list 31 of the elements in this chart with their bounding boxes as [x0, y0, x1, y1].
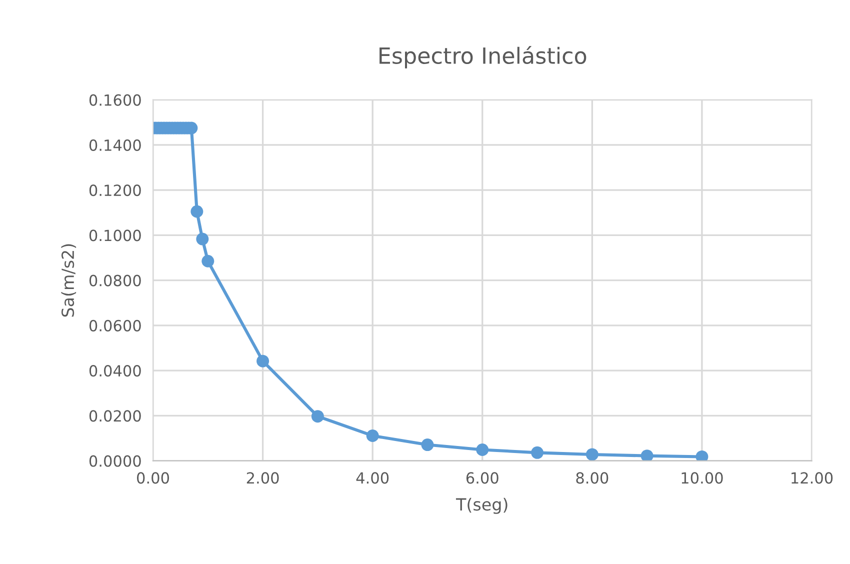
x-tick-label: 0.00 — [137, 472, 169, 484]
point — [311, 410, 324, 423]
point — [190, 205, 204, 218]
chart-title: Espectro Inelástico — [380, 46, 586, 68]
y-tick-label: 0.0200 — [89, 410, 141, 422]
point — [421, 438, 434, 452]
x-axis-title: T(seg) — [456, 498, 508, 514]
point — [366, 429, 379, 442]
x-tick-label: 4.00 — [356, 472, 389, 484]
x-tick-label: 12.00 — [792, 472, 833, 484]
y-tick-label: 0.0600 — [89, 320, 141, 332]
x-tick-label: 10.00 — [682, 472, 723, 484]
y-tick-label: 0.1400 — [89, 139, 141, 151]
point — [196, 232, 209, 246]
point — [640, 450, 654, 461]
x-tick-label: 6.00 — [466, 472, 498, 484]
y-tick-label: 0.1000 — [89, 230, 141, 242]
point — [256, 354, 270, 368]
point — [696, 450, 708, 461]
y-tick-label: 0.0800 — [89, 274, 141, 286]
x-tick-label: 8.00 — [576, 472, 608, 484]
y-axis-title: Sa(m/s2) — [61, 244, 76, 317]
y-tick-label: 0.1200 — [89, 184, 141, 196]
y-tick-label: 0.0400 — [89, 365, 141, 377]
y-tick-label: 0.0000 — [89, 455, 141, 467]
point — [476, 443, 489, 456]
point — [531, 446, 544, 459]
point — [202, 254, 214, 268]
x-tick-label: 2.00 — [246, 472, 279, 484]
point — [586, 448, 598, 461]
y-tick-label: 0.1600 — [89, 94, 141, 106]
